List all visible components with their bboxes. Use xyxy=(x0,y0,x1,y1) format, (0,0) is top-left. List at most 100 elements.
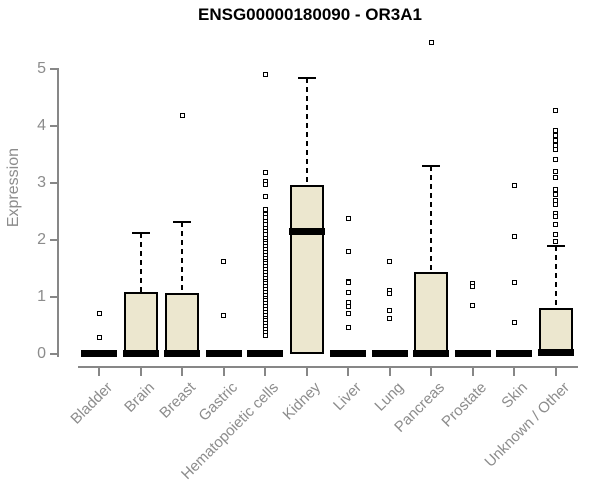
median-line xyxy=(454,349,491,357)
outlier-point xyxy=(553,239,558,245)
whisker-cap xyxy=(297,77,316,80)
x-axis-tick xyxy=(305,366,308,376)
x-axis-tick xyxy=(554,366,557,376)
outlier-point xyxy=(345,215,351,221)
outlier-point xyxy=(553,202,558,208)
outlier-point xyxy=(511,320,517,326)
median-line xyxy=(247,349,283,357)
x-axis-tick xyxy=(347,366,349,376)
outlier-point xyxy=(345,311,351,317)
outlier-point xyxy=(387,259,392,265)
outlier-point xyxy=(553,214,558,220)
y-axis-tick xyxy=(50,125,57,127)
outlier-point xyxy=(511,182,517,188)
outlier-point xyxy=(553,174,558,180)
y-axis-tick xyxy=(50,68,57,70)
box xyxy=(165,293,199,354)
outlier-point xyxy=(345,280,351,286)
x-axis-tick xyxy=(222,366,225,376)
y-tick-label: 3 xyxy=(37,174,46,191)
outlier-point xyxy=(553,156,558,162)
whisker-cap xyxy=(422,164,440,167)
outlier-point xyxy=(553,187,558,193)
outlier-point xyxy=(96,311,102,317)
y-tick-label: 0 xyxy=(37,345,46,362)
x-axis-tick xyxy=(388,366,391,376)
y-axis-tick xyxy=(50,296,57,298)
median-line xyxy=(81,349,117,357)
box xyxy=(123,291,158,354)
whisker-cap xyxy=(131,232,150,235)
outlier-point xyxy=(262,194,268,200)
outlier-point xyxy=(262,207,268,213)
y-axis-line xyxy=(57,68,59,357)
whisker-line xyxy=(430,165,432,273)
outlier-point xyxy=(553,147,558,153)
median-line xyxy=(164,349,200,357)
box xyxy=(538,308,573,354)
outlier-point xyxy=(262,170,268,176)
median-line xyxy=(205,349,242,357)
whisker-line xyxy=(554,245,557,309)
median-line xyxy=(537,349,574,357)
x-axis-tick xyxy=(181,366,183,376)
outlier-point xyxy=(262,71,268,77)
median-line xyxy=(413,349,449,357)
outlier-point xyxy=(553,169,558,175)
outlier-point xyxy=(428,39,434,45)
box xyxy=(414,272,448,354)
outlier-point xyxy=(262,181,268,187)
outlier-point xyxy=(511,234,517,240)
outlier-point xyxy=(553,108,558,114)
whisker-line xyxy=(305,78,308,185)
outlier-point xyxy=(553,138,558,144)
outlier-point xyxy=(345,289,351,295)
outlier-point xyxy=(553,128,558,134)
y-axis-tick xyxy=(50,239,57,241)
median-line xyxy=(496,349,532,357)
x-axis-tick xyxy=(139,366,142,376)
whisker-cap xyxy=(546,244,565,247)
outlier-point xyxy=(221,313,226,319)
x-axis-tick xyxy=(264,366,266,376)
y-axis-tick xyxy=(50,353,57,355)
whisker-line xyxy=(181,221,183,293)
outlier-point xyxy=(511,279,517,285)
outlier-point xyxy=(179,112,185,118)
x-axis-tick xyxy=(430,366,432,376)
y-axis-tick xyxy=(50,182,57,184)
outlier-point xyxy=(221,259,226,265)
outlier-point xyxy=(387,290,392,296)
outlier-point xyxy=(262,332,268,338)
outlier-point xyxy=(470,303,475,309)
outlier-point xyxy=(345,249,351,255)
x-axis-tick xyxy=(513,366,515,376)
box xyxy=(289,184,324,354)
outlier-point xyxy=(387,307,392,313)
median-line xyxy=(122,349,159,357)
y-tick-label: 1 xyxy=(37,288,46,305)
outlier-point xyxy=(387,315,392,321)
median-line xyxy=(330,349,366,357)
x-axis-line xyxy=(78,366,578,368)
median-line xyxy=(371,349,408,357)
outlier-point xyxy=(553,142,558,148)
outlier-point xyxy=(553,133,558,139)
outlier-point xyxy=(553,231,558,237)
x-axis-tick xyxy=(471,366,474,376)
median-line xyxy=(288,228,325,236)
whisker-line xyxy=(139,233,142,292)
chart-title: ENSG00000180090 - OR3A1 xyxy=(198,5,422,24)
y-tick-label: 2 xyxy=(37,231,46,248)
x-axis-tick xyxy=(98,366,100,376)
outlier-point xyxy=(345,303,351,309)
outlier-point xyxy=(96,334,102,340)
outlier-point xyxy=(553,197,558,203)
outlier-point xyxy=(553,192,558,198)
whisker-cap xyxy=(173,220,191,223)
y-tick-label: 4 xyxy=(37,117,46,134)
y-tick-label: 5 xyxy=(37,60,46,77)
outlier-point xyxy=(470,283,475,289)
